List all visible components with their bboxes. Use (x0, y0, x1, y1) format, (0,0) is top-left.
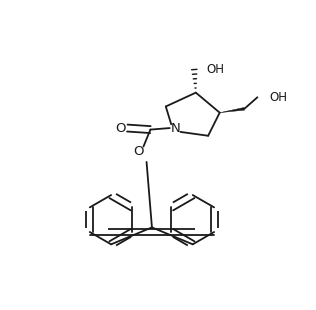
Text: O: O (115, 122, 126, 135)
Text: O: O (134, 145, 144, 158)
Text: N: N (171, 122, 181, 135)
Text: OH: OH (207, 63, 225, 76)
Polygon shape (220, 108, 245, 113)
Text: OH: OH (269, 91, 287, 104)
